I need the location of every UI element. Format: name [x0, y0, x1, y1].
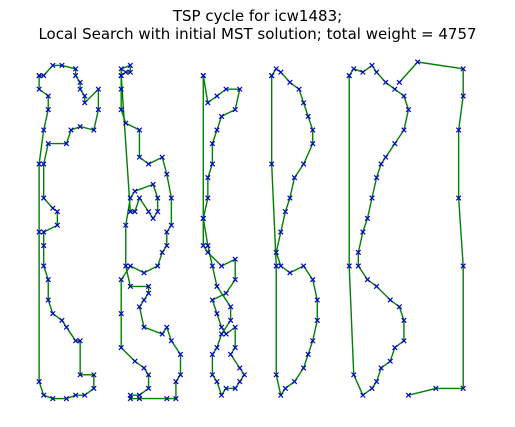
- cycle-edge: [130, 266, 144, 273]
- cycle-edge: [367, 198, 372, 218]
- city-node: [242, 373, 247, 378]
- cycle-edge: [149, 157, 163, 164]
- city-node: [388, 298, 393, 303]
- chart-title-line2: Local Search with initial MST solution; …: [38, 25, 476, 43]
- cycle-edge: [144, 266, 158, 273]
- cycle-edge: [162, 157, 167, 174]
- city-node: [224, 332, 229, 337]
- city-node: [279, 70, 284, 75]
- city-node: [146, 209, 151, 214]
- city-node: [64, 325, 69, 330]
- cycle-edge: [144, 327, 162, 334]
- city-node: [288, 80, 293, 85]
- city-node: [215, 94, 220, 99]
- cycle-edge: [399, 62, 417, 82]
- cycle-edge: [167, 174, 172, 198]
- cycle-edges-group: [39, 62, 463, 399]
- cycle-edge: [459, 96, 464, 130]
- city-node: [374, 284, 379, 289]
- cycle-edge: [44, 110, 49, 130]
- cycle-edge: [276, 232, 281, 252]
- cycle-edge: [44, 144, 49, 164]
- cycle-edge: [418, 62, 464, 69]
- city-node: [60, 318, 65, 323]
- cycle-edge: [212, 266, 217, 286]
- city-node: [142, 271, 147, 276]
- cycle-edge: [358, 232, 363, 252]
- city-node: [219, 264, 224, 269]
- cycle-edge: [44, 225, 58, 232]
- city-node: [393, 141, 398, 146]
- city-node: [128, 264, 133, 269]
- cycle-edge: [94, 110, 99, 130]
- cycle-edge: [126, 123, 140, 130]
- cycle-edge: [222, 110, 236, 117]
- cycle-edge: [276, 375, 281, 395]
- city-node: [142, 366, 147, 371]
- cycle-edge: [290, 178, 295, 198]
- chart-title-line1: TSP cycle for icw1483;: [172, 7, 342, 25]
- city-node: [146, 162, 151, 167]
- city-node: [133, 359, 138, 364]
- city-node: [370, 63, 375, 68]
- cycle-edge: [313, 320, 318, 340]
- city-node: [151, 216, 156, 221]
- city-node: [288, 271, 293, 276]
- city-nodes-group: [37, 60, 466, 401]
- cycle-edge: [281, 212, 286, 232]
- cycle-edge: [139, 307, 144, 327]
- cycle-edge: [313, 280, 318, 300]
- cycle-edge: [135, 184, 153, 191]
- city-node: [51, 206, 56, 211]
- city-node: [224, 291, 229, 296]
- city-node: [228, 352, 233, 357]
- city-node: [283, 386, 288, 391]
- city-node: [374, 70, 379, 75]
- city-node: [274, 67, 279, 72]
- city-node: [397, 80, 402, 85]
- cycle-edge: [404, 110, 409, 130]
- city-node: [142, 298, 147, 303]
- city-node: [301, 264, 306, 269]
- city-node: [365, 277, 370, 282]
- cycle-edge: [39, 130, 44, 164]
- city-node: [292, 379, 297, 384]
- city-node: [237, 379, 242, 384]
- cycle-edge: [235, 89, 240, 109]
- cycle-edge: [372, 178, 377, 198]
- cycle-edge: [304, 144, 313, 164]
- city-node: [370, 386, 375, 391]
- cycle-edge: [354, 375, 363, 395]
- cycle-edge: [459, 198, 464, 266]
- cycle-edge: [408, 388, 435, 395]
- city-node: [393, 87, 398, 92]
- city-node: [383, 155, 388, 160]
- city-node: [237, 366, 242, 371]
- cycle-edge: [349, 266, 354, 375]
- plot-area: [37, 60, 466, 401]
- cycle-edge: [121, 76, 130, 212]
- city-node: [383, 80, 388, 85]
- cycle-edge: [290, 266, 304, 273]
- cycle-edge: [222, 259, 236, 266]
